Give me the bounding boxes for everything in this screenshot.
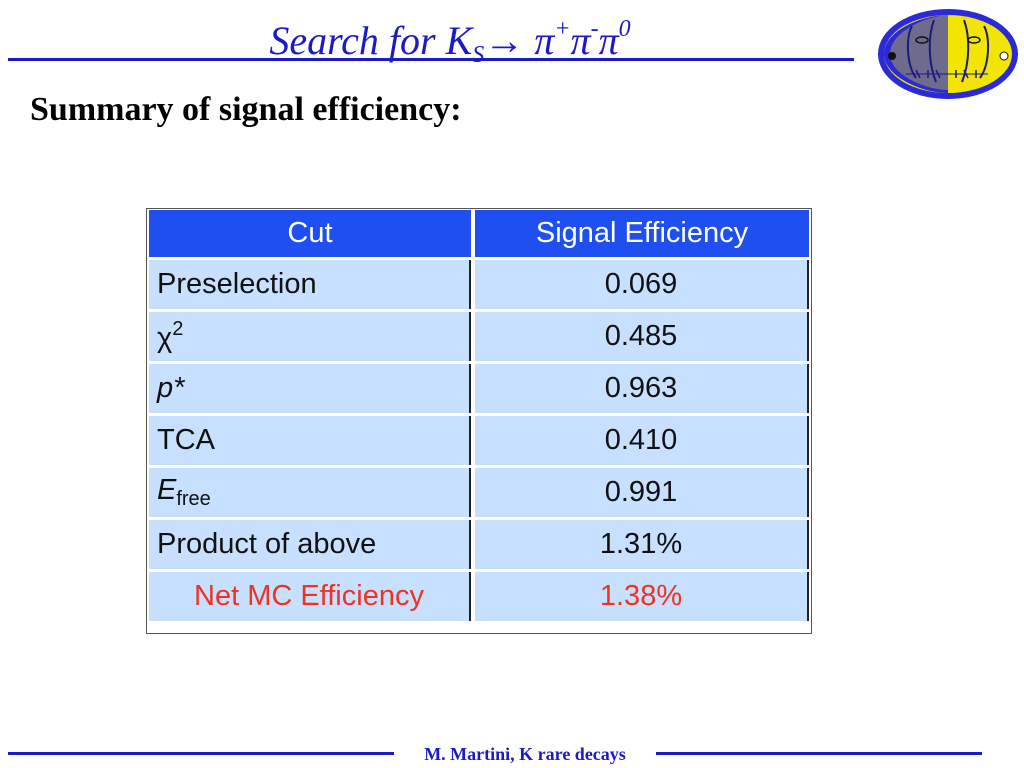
cut-cell: χ2 xyxy=(149,312,471,361)
zero-superscript: 0 xyxy=(618,16,631,42)
title-rule xyxy=(8,58,854,61)
cut-cell: Net MC Efficiency xyxy=(149,572,471,621)
cut-cell: p* xyxy=(149,364,471,413)
table-row: Preselection 0.069 xyxy=(149,260,809,309)
superscript: 2 xyxy=(172,318,184,340)
slide-subtitle: Summary of signal efficiency: xyxy=(30,91,462,128)
footer-text: M. Martini, K rare decays xyxy=(424,744,626,764)
efficiency-cell: 0.069 xyxy=(475,260,809,309)
kloe-logo-icon xyxy=(878,9,1018,99)
column-header-cut: Cut xyxy=(149,210,471,257)
table-row: p* 0.963 xyxy=(149,364,809,413)
efficiency-cell: 1.38% xyxy=(475,572,809,621)
chi-symbol: χ xyxy=(157,322,173,354)
arrow-symbol: → xyxy=(484,18,525,63)
table-row-net-efficiency: Net MC Efficiency 1.38% xyxy=(149,572,809,621)
table-row: Efree 0.991 xyxy=(149,468,809,517)
efficiency-cell: 0.963 xyxy=(475,364,809,413)
pi-symbol: π xyxy=(570,18,591,63)
efficiency-table-grid: Cut Signal Efficiency Preselection 0.069… xyxy=(145,207,813,624)
pi-symbol: π xyxy=(598,18,619,63)
column-header-signal-efficiency: Signal Efficiency xyxy=(475,210,809,257)
table-row: Product of above 1.31% xyxy=(149,520,809,569)
cut-cell: Preselection xyxy=(149,260,471,309)
title-text: Search for K xyxy=(269,18,473,63)
subscript: free xyxy=(176,488,211,510)
footer-rule-left xyxy=(8,752,394,755)
slide-title: Search for KS→ π+π-π0 xyxy=(0,4,900,80)
pi-symbol: π xyxy=(534,18,555,63)
efficiency-cell: 0.991 xyxy=(475,468,809,517)
cut-cell: Efree xyxy=(149,468,471,517)
cut-cell: Product of above xyxy=(149,520,471,569)
table-header-row: Cut Signal Efficiency xyxy=(149,210,809,257)
efficiency-cell: 1.31% xyxy=(475,520,809,569)
efficiency-cell: 0.485 xyxy=(475,312,809,361)
table-row: TCA 0.410 xyxy=(149,416,809,465)
table-row: χ2 0.485 xyxy=(149,312,809,361)
energy-symbol: E xyxy=(157,474,177,506)
cut-cell: TCA xyxy=(149,416,471,465)
plus-superscript: + xyxy=(554,16,571,42)
footer-rule-right xyxy=(656,752,982,755)
minus-superscript: - xyxy=(590,16,599,42)
efficiency-cell: 0.410 xyxy=(475,416,809,465)
title-subscript: S xyxy=(472,42,485,68)
efficiency-table: Cut Signal Efficiency Preselection 0.069… xyxy=(146,208,812,634)
